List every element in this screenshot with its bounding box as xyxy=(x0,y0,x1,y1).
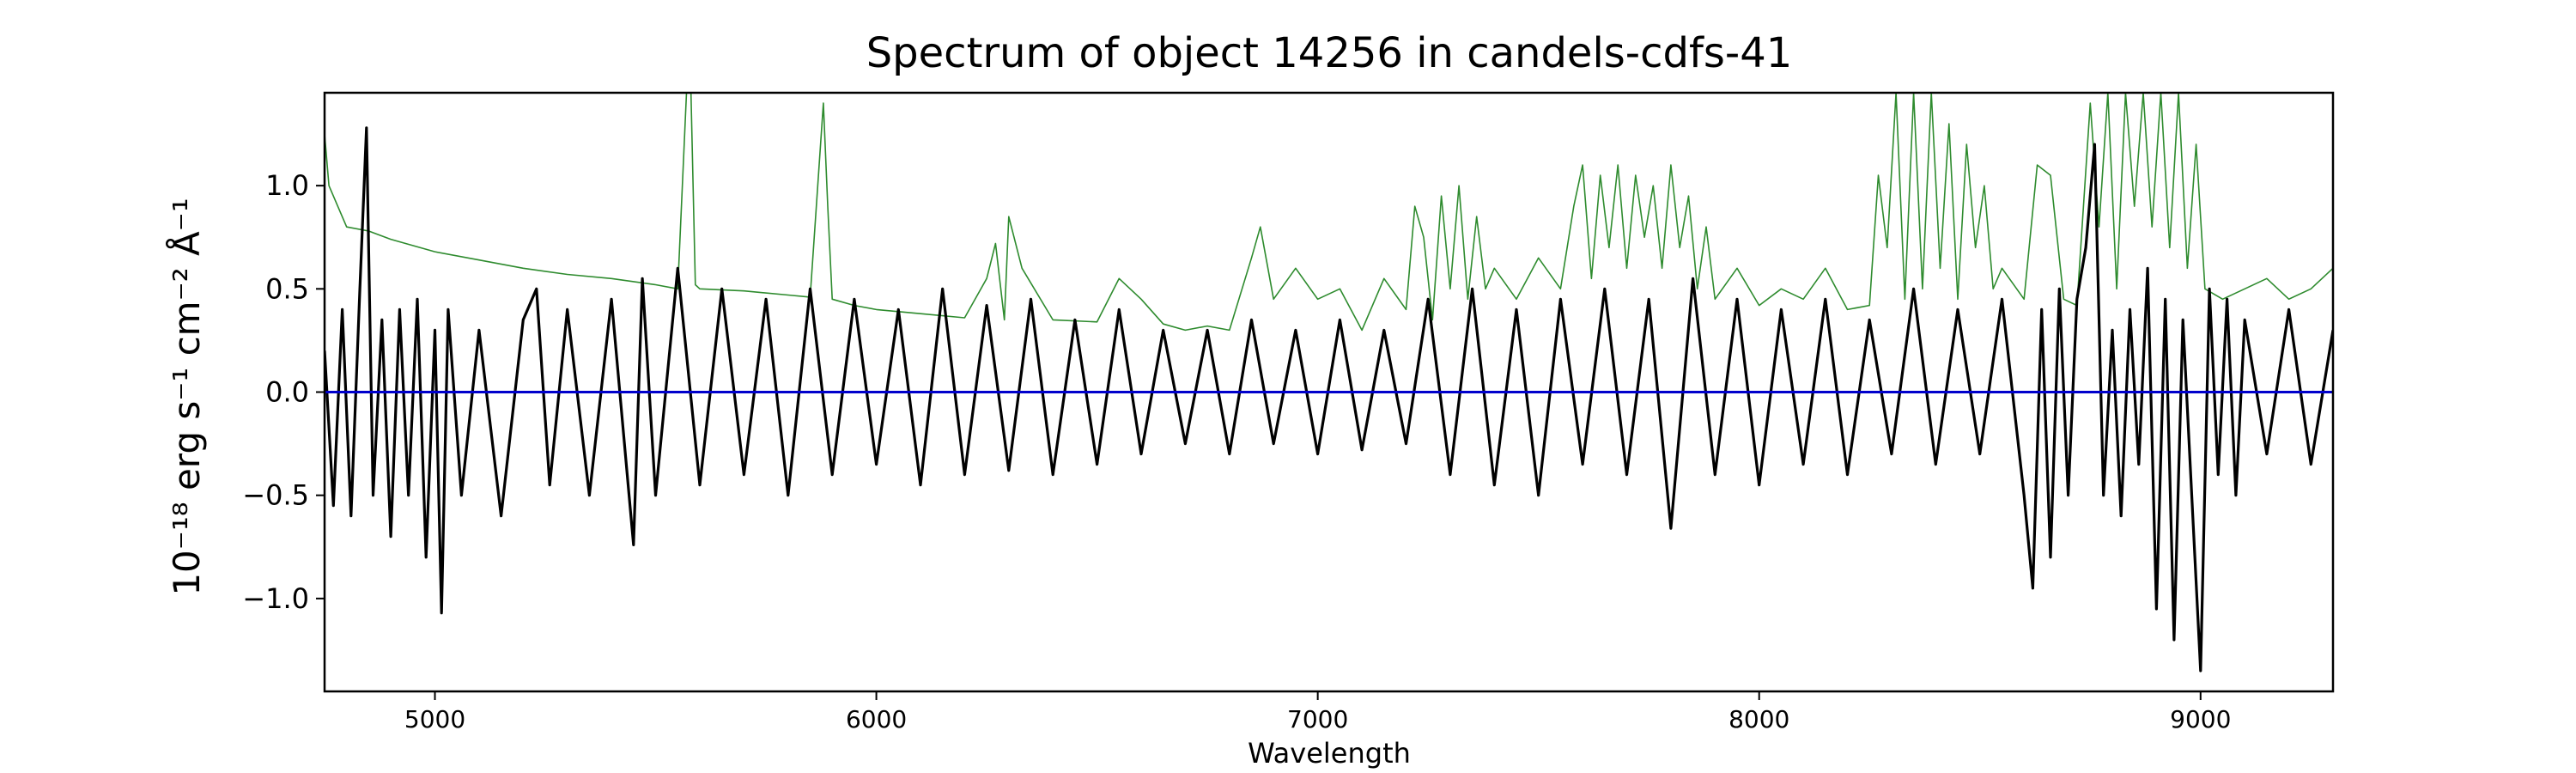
y-tick-label: 1.0 xyxy=(265,169,309,202)
y-axis-label: 10⁻¹⁸ erg s⁻¹ cm⁻² Å⁻¹ xyxy=(165,198,208,595)
x-tick-label: 6000 xyxy=(846,705,907,733)
x-axis-label: Wavelength xyxy=(1248,737,1411,770)
x-axis: 5000 6000 7000 8000 9000 xyxy=(404,691,2231,733)
y-tick-label: −0.5 xyxy=(242,479,309,512)
y-axis: 1.0 0.5 0.0 −0.5 −1.0 xyxy=(242,169,325,615)
series-line-flux xyxy=(325,126,2333,673)
x-tick-label: 5000 xyxy=(404,705,465,733)
series-layer xyxy=(325,93,2333,673)
x-tick-label: 8000 xyxy=(1728,705,1789,733)
chart-title: Spectrum of object 14256 in candels-cdfs… xyxy=(866,29,1793,77)
series-line-error xyxy=(325,93,2333,332)
x-tick-label: 7000 xyxy=(1287,705,1348,733)
x-tick-label: 9000 xyxy=(2170,705,2231,733)
y-tick-label: 0.5 xyxy=(265,272,309,305)
y-tick-label: −1.0 xyxy=(242,582,309,615)
plot-area xyxy=(323,91,2335,693)
y-tick-label: 0.0 xyxy=(265,376,309,409)
